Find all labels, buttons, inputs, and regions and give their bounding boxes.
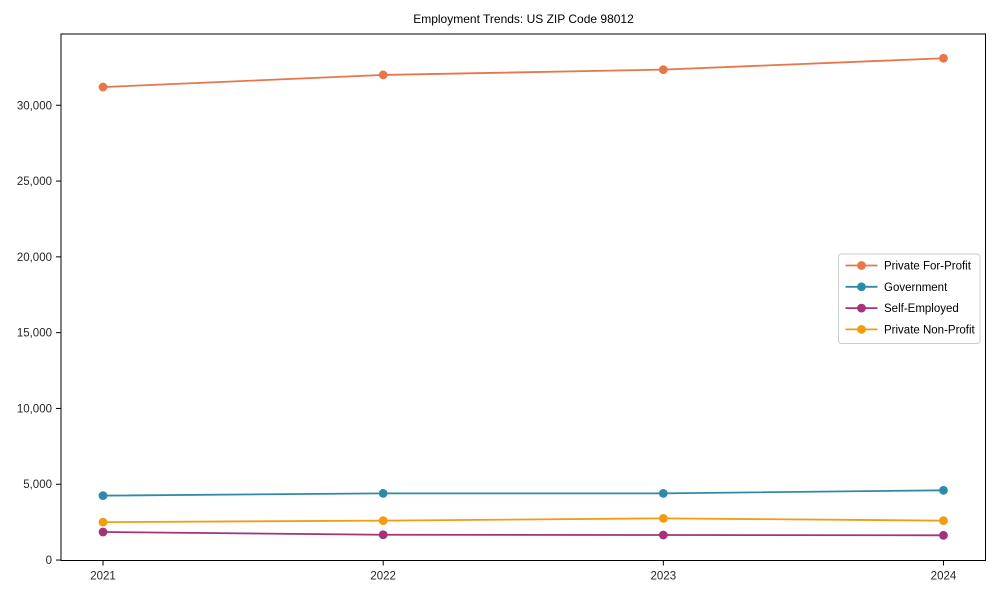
y-tick-label: 15,000 xyxy=(17,328,52,340)
legend-label-private-for-profit: Private For-Profit xyxy=(884,261,972,273)
x-tick-label: 2023 xyxy=(651,571,677,583)
series-line-self-employed xyxy=(103,531,944,537)
data-point-private-for-profit xyxy=(378,70,388,80)
y-tick-label: 10,000 xyxy=(17,403,52,415)
x-tick-label: 2022 xyxy=(370,571,396,583)
data-point-self-employed xyxy=(98,527,108,537)
data-point-government xyxy=(658,488,668,498)
data-point-private-non-profit xyxy=(378,516,388,526)
data-point-private-non-profit xyxy=(98,517,108,527)
data-point-government xyxy=(378,488,388,498)
legend-label-self-employed: Self-Employed xyxy=(884,303,959,315)
series-line-government xyxy=(103,489,944,497)
series-line-private-non-profit xyxy=(103,517,944,524)
data-point-private-for-profit xyxy=(658,65,668,75)
legend: Private For-Profit Government Self-Employe… xyxy=(838,253,981,344)
data-point-government xyxy=(939,485,948,495)
legend-marker-self-employed xyxy=(857,303,866,313)
data-point-self-employed xyxy=(939,530,948,540)
data-point-private-non-profit xyxy=(939,516,948,526)
legend-marker-private-for-profit xyxy=(857,261,866,270)
legend-label-private-non-profit: Private Non-Profit xyxy=(884,324,976,336)
x-tick-label: 2024 xyxy=(931,571,957,583)
legend-box xyxy=(838,253,981,344)
data-point-private-for-profit xyxy=(98,82,108,92)
y-tick-label: 25,000 xyxy=(17,176,52,188)
y-tick-label: 20,000 xyxy=(17,252,52,264)
legend-marker-government xyxy=(857,282,866,292)
y-tick-label: 5,000 xyxy=(23,479,52,491)
data-point-self-employed xyxy=(658,530,668,540)
x-tick-label: 2021 xyxy=(90,571,116,583)
legend-label-government: Government xyxy=(884,282,948,294)
series-line-private-for-profit xyxy=(102,57,944,88)
legend-marker-private-non-profit xyxy=(857,325,866,334)
plot-border xyxy=(60,33,986,561)
y-tick-label: 0 xyxy=(46,555,52,567)
data-point-private-for-profit xyxy=(939,53,948,63)
data-point-private-non-profit xyxy=(658,513,668,523)
y-tick-label: 30,000 xyxy=(17,100,52,112)
data-point-self-employed xyxy=(378,530,388,540)
data-point-government xyxy=(98,491,108,501)
chart-title: Employment Trends: US ZIP Code 98012 xyxy=(413,12,634,26)
